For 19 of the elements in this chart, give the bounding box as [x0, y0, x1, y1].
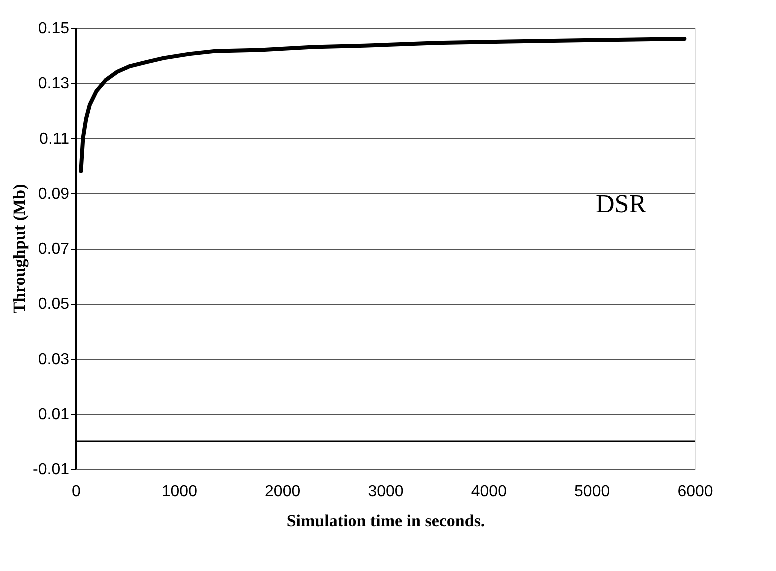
y-tick-label: 0.11: [40, 130, 70, 148]
y-axis-title: Throughput (Mb): [10, 184, 30, 314]
y-tick-label: 0.07: [38, 241, 70, 258]
x-tick-label: 5000: [574, 484, 610, 500]
x-tick-label: 0: [72, 484, 82, 500]
y-tick-label: 0.13: [38, 76, 70, 93]
x-tick-label: 1000: [162, 484, 198, 500]
x-axis-title: Simulation time in seconds.: [286, 512, 486, 530]
x-tick-label: 4000: [471, 484, 508, 500]
text: DSR: [596, 189, 648, 218]
x-tick-label: 3000: [368, 484, 404, 500]
y-tick-label: 0.05: [38, 296, 70, 314]
y-tick-label: 0.03: [38, 351, 70, 368]
y-tick-label: 0.15: [38, 20, 70, 38]
x-tick-label: 6000: [678, 484, 714, 500]
y-tick-label: -0.01: [33, 462, 70, 478]
y-tick-label: 0.01: [38, 406, 70, 424]
y-tick-label: 0.09: [38, 186, 70, 203]
x-tick-label: 2000: [265, 484, 301, 500]
